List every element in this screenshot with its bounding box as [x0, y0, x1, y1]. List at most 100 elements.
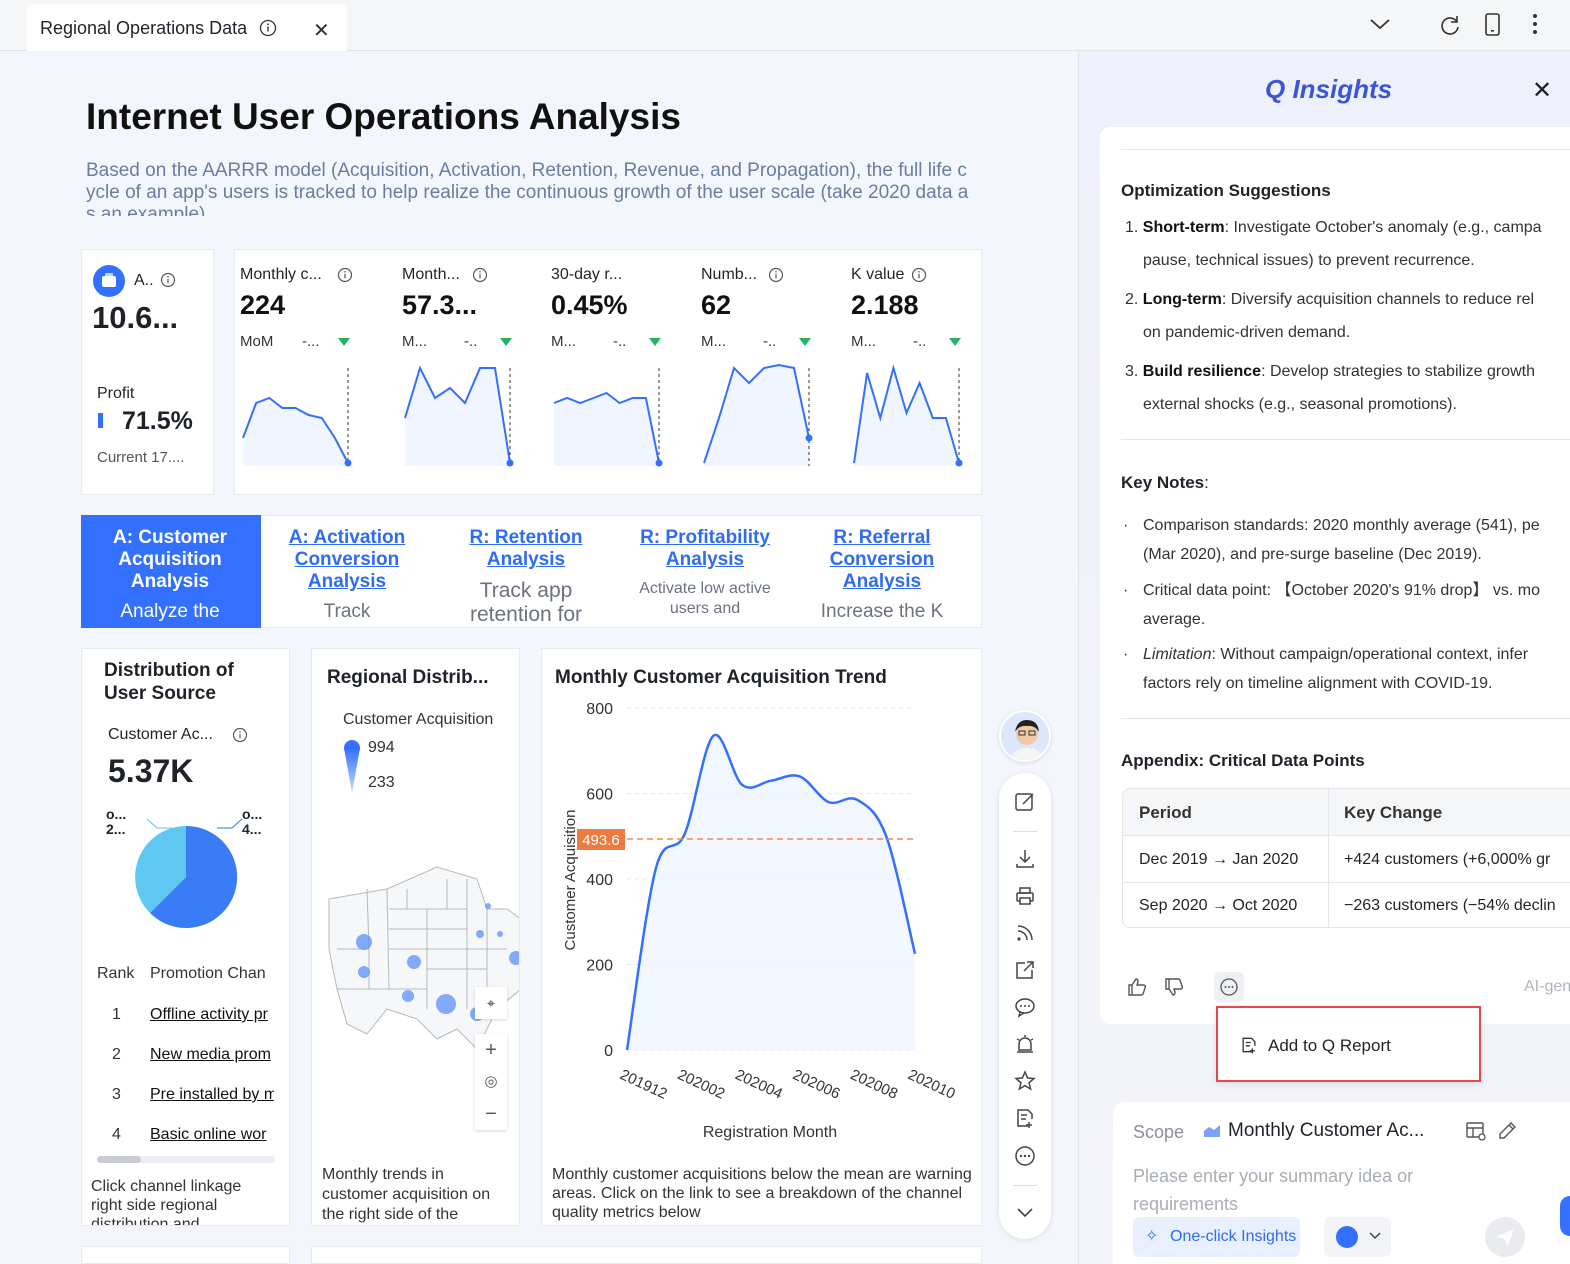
- channel-link[interactable]: Pre installed by m: [150, 1086, 274, 1103]
- nav-tab-label[interactable]: R: Profitability Analysis: [640, 527, 770, 570]
- share-icon[interactable]: [1013, 958, 1037, 982]
- report-icon[interactable]: [1013, 1106, 1037, 1130]
- col-rank: Rank: [97, 965, 135, 982]
- scrollbar-thumb[interactable]: [97, 1156, 141, 1163]
- info-icon[interactable]: [911, 267, 927, 283]
- x-tick-label: 202008: [848, 1066, 901, 1103]
- sparkline-line: [553, 391, 660, 464]
- pie-slice-minor[interactable]: [135, 826, 186, 913]
- channel-link[interactable]: New media prom: [150, 1046, 271, 1063]
- source-pie-chart[interactable]: [122, 814, 252, 934]
- nav-tab-label[interactable]: A: Activation Conversion Analysis: [288, 527, 406, 592]
- kpi-sparkline[interactable]: [701, 358, 821, 468]
- x-tick-label: 202010: [905, 1066, 958, 1103]
- info-icon[interactable]: [768, 267, 784, 283]
- chevron-down-icon[interactable]: [1369, 15, 1391, 33]
- nav-tab-profitability[interactable]: R: Profitability Analysis Activate low a…: [630, 515, 780, 627]
- edit-icon[interactable]: [1497, 1119, 1519, 1141]
- edit-icon[interactable]: [1013, 790, 1037, 814]
- locate-icon[interactable]: ◎: [484, 1073, 498, 1090]
- kpi-sparkline[interactable]: [402, 358, 522, 468]
- summary-input[interactable]: Please enter your summary idea or requir…: [1133, 1166, 1414, 1214]
- comment-icon[interactable]: [1013, 995, 1037, 1019]
- divider: [1121, 439, 1570, 440]
- sparkline-area: [854, 368, 959, 466]
- download-icon[interactable]: [1013, 847, 1037, 871]
- info-icon[interactable]: [337, 267, 353, 283]
- alarm-icon[interactable]: [1013, 1032, 1037, 1056]
- nav-tab-label[interactable]: R: Retention Analysis: [469, 527, 583, 570]
- row-rank: 2: [112, 1046, 121, 1063]
- zoom-in-icon[interactable]: +: [485, 1039, 497, 1061]
- main-kpi-card[interactable]: A.. 10.6... Profit 71.5% Current 17....: [81, 249, 214, 495]
- refresh-icon[interactable]: [1438, 13, 1462, 37]
- x-tick-label: 202004: [733, 1066, 786, 1103]
- kpi-title: Numb...: [701, 266, 758, 283]
- nav-tab-activation[interactable]: A: Activation Conversion Analysis Track: [277, 515, 417, 627]
- close-panel-icon[interactable]: ✕: [1532, 77, 1553, 104]
- more-actions-button[interactable]: [1214, 972, 1244, 1002]
- pie-label-left: o... 2...: [106, 806, 127, 837]
- star-icon[interactable]: [1013, 1069, 1037, 1093]
- subscribe-icon[interactable]: [1013, 921, 1037, 945]
- channel-link[interactable]: Offline activity pr: [150, 1006, 268, 1023]
- nav-tab-referral[interactable]: R: Referral Conversion Analysis Increase…: [812, 515, 952, 627]
- info-icon[interactable]: [232, 727, 248, 743]
- series-line[interactable]: [625, 733, 917, 1051]
- us-map[interactable]: [327, 859, 520, 1059]
- suggestion-item: 1. Short-term: Investigate October's ano…: [1125, 211, 1542, 244]
- sparkline-line: [853, 364, 960, 464]
- nav-tab-acquisition[interactable]: A: Customer Acquisition Analysis Analyze…: [90, 515, 250, 627]
- kpi-sparkline[interactable]: [551, 358, 671, 468]
- x-axis-label: Registration Month: [703, 1124, 837, 1141]
- more-icon[interactable]: [1013, 1144, 1037, 1168]
- row-rank: 1: [112, 1006, 121, 1023]
- avatar[interactable]: [999, 710, 1051, 762]
- kpi-title: 30-day r...: [551, 266, 623, 283]
- thumbs-up-icon[interactable]: [1126, 976, 1148, 998]
- tab-regional-operations[interactable]: Regional Operations Data ✕: [27, 4, 347, 51]
- series-area: [627, 734, 915, 1050]
- report-icon: [1242, 1037, 1256, 1054]
- print-icon[interactable]: [1013, 884, 1037, 908]
- info-icon[interactable]: [160, 272, 176, 288]
- map-select-icon[interactable]: ⌖: [475, 987, 507, 1019]
- more-icon: [1220, 978, 1238, 996]
- compose-box: Scope Monthly Customer Ac... Please ente…: [1113, 1102, 1570, 1264]
- card-footer: Click channel linkage right side regiona…: [91, 1178, 242, 1226]
- more-vertical-icon[interactable]: [1530, 12, 1540, 38]
- note-continued: average.: [1143, 611, 1206, 628]
- thumbs-down-icon[interactable]: [1163, 976, 1185, 998]
- channel-link[interactable]: Basic online wor: [150, 1126, 267, 1143]
- zoom-out-icon[interactable]: −: [485, 1103, 497, 1125]
- kpi-sparkline[interactable]: [240, 358, 360, 468]
- one-click-insights-button[interactable]: ✧ One-click Insights: [1133, 1217, 1300, 1257]
- legend-max: 994: [368, 739, 395, 756]
- nav-tab-retention[interactable]: R: Retention Analysis Track app retentio…: [456, 515, 596, 627]
- nav-tab-label[interactable]: R: Referral Conversion Analysis: [829, 527, 935, 592]
- model-selector[interactable]: [1324, 1217, 1391, 1257]
- sparkline-point: [655, 459, 663, 467]
- info-icon[interactable]: [259, 19, 277, 37]
- note-continued: factors rely on timeline alignment with …: [1143, 675, 1493, 692]
- sparkline-line: [242, 396, 349, 464]
- cell-change: +424 customers (+6,000% gr: [1344, 851, 1551, 868]
- mobile-icon[interactable]: [1484, 12, 1502, 38]
- collapse-chevron-icon[interactable]: [1013, 1200, 1037, 1224]
- card-footer: Monthly trends in customer acquisition o…: [322, 1166, 491, 1223]
- info-icon[interactable]: [472, 267, 488, 283]
- col-channel: Promotion Chan: [150, 965, 266, 982]
- assistant-fab[interactable]: [1560, 1196, 1570, 1236]
- scope-value[interactable]: Monthly Customer Ac...: [1228, 1120, 1425, 1141]
- suggestion-item: 2. Long-term: Diversify acquisition chan…: [1125, 283, 1534, 316]
- table-settings-icon[interactable]: [1465, 1120, 1487, 1142]
- scrollbar-track[interactable]: [97, 1156, 275, 1163]
- kpi-sparkline[interactable]: [851, 358, 971, 468]
- pie-slice-major[interactable]: [150, 825, 238, 928]
- y-tick-label: 0: [604, 1043, 613, 1060]
- kpi-mom-value: -..: [613, 333, 627, 350]
- close-tab-icon[interactable]: ✕: [313, 20, 330, 42]
- send-button[interactable]: [1485, 1217, 1525, 1257]
- add-to-report-item[interactable]: Add to Q Report: [1218, 1008, 1479, 1080]
